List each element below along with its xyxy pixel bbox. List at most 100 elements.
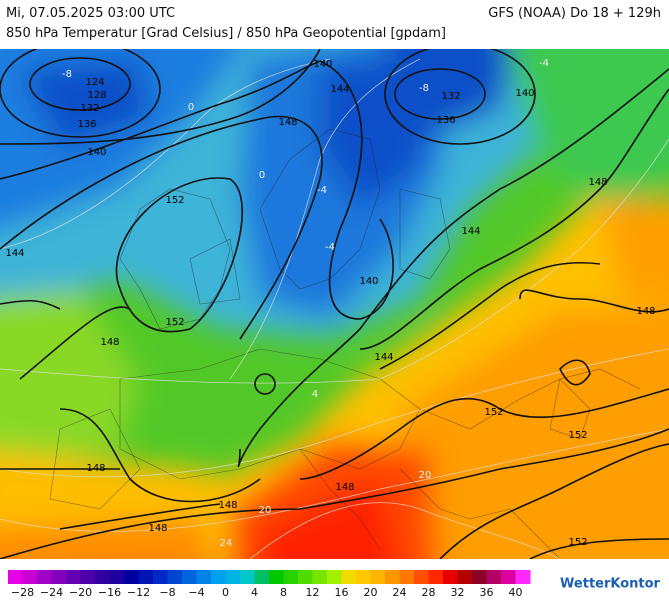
legend-swatch bbox=[37, 570, 52, 584]
geopotential-label: 152 bbox=[568, 430, 587, 441]
legend-label: 40 bbox=[509, 586, 523, 599]
legend-swatch bbox=[312, 570, 328, 584]
legend-swatch bbox=[254, 570, 270, 584]
geopotential-label: 152 bbox=[165, 195, 184, 206]
geopotential-label: 148 bbox=[218, 500, 237, 511]
legend-label: 12 bbox=[306, 586, 320, 599]
map: 124 128 132 136 140 140 144 148 152 152 144 140 132 1… bbox=[0, 49, 669, 559]
legend-swatch bbox=[153, 570, 168, 584]
legend-swatch bbox=[341, 570, 357, 584]
geopotential-label: 148 bbox=[86, 463, 105, 474]
legend-label: −12 bbox=[127, 586, 150, 599]
isotherms bbox=[0, 58, 669, 559]
temperature-label: -8 bbox=[419, 83, 429, 94]
geopotential-label: 124 bbox=[85, 77, 104, 88]
geopotential-label: 148 bbox=[636, 306, 655, 317]
legend-swatch bbox=[22, 570, 38, 584]
legend-label: 8 bbox=[280, 586, 287, 599]
geopotential-label: 148 bbox=[100, 337, 119, 348]
legend-swatch bbox=[95, 570, 110, 584]
geopotential-label: 148 bbox=[588, 177, 607, 188]
temperature-label: 20 bbox=[419, 470, 432, 481]
legend-swatch bbox=[370, 570, 386, 584]
temperature-label: -4 bbox=[539, 58, 549, 69]
legend-swatch bbox=[283, 570, 299, 584]
legend-swatch bbox=[66, 570, 81, 584]
legend: −28 −24 −20 −16 −12 −8 −4 0 4 8 12 16 20 24 28 32 36 40 We… bbox=[8, 570, 661, 599]
legend-swatch bbox=[486, 570, 502, 584]
legend-label: −8 bbox=[159, 586, 175, 599]
geopotential-label: 136 bbox=[77, 119, 96, 130]
geopotential-label: 152 bbox=[568, 537, 587, 548]
geopotential-label: 140 bbox=[313, 59, 332, 70]
legend-swatch bbox=[385, 570, 400, 584]
temperature-field bbox=[0, 49, 669, 559]
legend-label: −28 bbox=[11, 586, 34, 599]
legend-swatch bbox=[196, 570, 212, 584]
geopotential-label: 152 bbox=[484, 407, 503, 418]
legend-swatch bbox=[327, 570, 342, 584]
geopotential-label: 148 bbox=[278, 117, 297, 128]
legend-swatch bbox=[399, 570, 415, 584]
legend-label: 28 bbox=[422, 586, 436, 599]
legend-swatch bbox=[515, 570, 531, 584]
legend-swatch bbox=[298, 570, 313, 584]
coastlines bbox=[49, 128, 641, 559]
temperature-label: -4 bbox=[325, 242, 335, 253]
legend-swatch bbox=[414, 570, 429, 584]
legend-swatch bbox=[457, 570, 473, 584]
geopotential-label: 148 bbox=[335, 482, 354, 493]
legend-swatch bbox=[356, 570, 371, 584]
legend-swatch bbox=[167, 570, 183, 584]
legend-swatch bbox=[225, 570, 241, 584]
temperature-label: -8 bbox=[62, 69, 72, 80]
legend-label: 36 bbox=[480, 586, 494, 599]
temperature-label: -4 bbox=[317, 185, 327, 196]
geopotential-label: 140 bbox=[359, 276, 378, 287]
legend-swatch bbox=[138, 570, 154, 584]
legend-swatch bbox=[443, 570, 458, 584]
brand-logo: WetterKontor bbox=[560, 577, 661, 592]
geopotential-label: 132 bbox=[441, 91, 460, 102]
geopotential-label: 140 bbox=[87, 147, 106, 158]
geopotential-label: 144 bbox=[330, 84, 349, 95]
legend-swatch bbox=[182, 570, 197, 584]
legend-swatch bbox=[109, 570, 125, 584]
legend-label: 16 bbox=[335, 586, 349, 599]
contour-labels: 124 128 132 136 140 140 144 148 152 152 144 140 132 1… bbox=[5, 58, 655, 549]
legend-swatch bbox=[501, 570, 516, 584]
legend-label: 4 bbox=[251, 586, 258, 599]
temperature-label: 4 bbox=[312, 389, 318, 400]
geopotential-label: 140 bbox=[515, 88, 534, 99]
temperature-label: 0 bbox=[188, 102, 194, 113]
legend-label: −16 bbox=[98, 586, 121, 599]
temperature-label: 24 bbox=[220, 538, 233, 549]
temperature-label: 20 bbox=[259, 505, 272, 516]
temperature-label: 0 bbox=[259, 170, 265, 181]
legend-swatch bbox=[211, 570, 226, 584]
legend-label: −4 bbox=[188, 586, 204, 599]
geopotential-label: 144 bbox=[374, 352, 393, 363]
geopotential-label: 144 bbox=[461, 226, 480, 237]
legend-label: 32 bbox=[451, 586, 465, 599]
legend-swatch bbox=[269, 570, 284, 584]
geopotential-label: 132 bbox=[80, 103, 99, 114]
legend-label: −20 bbox=[69, 586, 92, 599]
subtitle: 850 hPa Temperatur [Grad Celsius] / 850 … bbox=[6, 26, 447, 41]
datetime: Mi, 07.05.2025 03:00 UTC bbox=[6, 6, 176, 21]
legend-swatch bbox=[51, 570, 67, 584]
legend-swatch bbox=[80, 570, 96, 584]
geopotential-label: 152 bbox=[165, 317, 184, 328]
legend-swatch bbox=[428, 570, 444, 584]
model-run: GFS (NOAA) Do 18 + 129h bbox=[488, 6, 661, 21]
legend-label: −24 bbox=[40, 586, 63, 599]
geopotential-label: 128 bbox=[87, 90, 106, 101]
legend-swatch bbox=[8, 570, 23, 584]
legend-swatch bbox=[240, 570, 255, 584]
geopotential-label: 148 bbox=[148, 523, 167, 534]
legend-swatch bbox=[124, 570, 139, 584]
geopotential-contours bbox=[0, 49, 669, 559]
legend-label: 20 bbox=[364, 586, 378, 599]
geopotential-label: 144 bbox=[5, 248, 24, 259]
